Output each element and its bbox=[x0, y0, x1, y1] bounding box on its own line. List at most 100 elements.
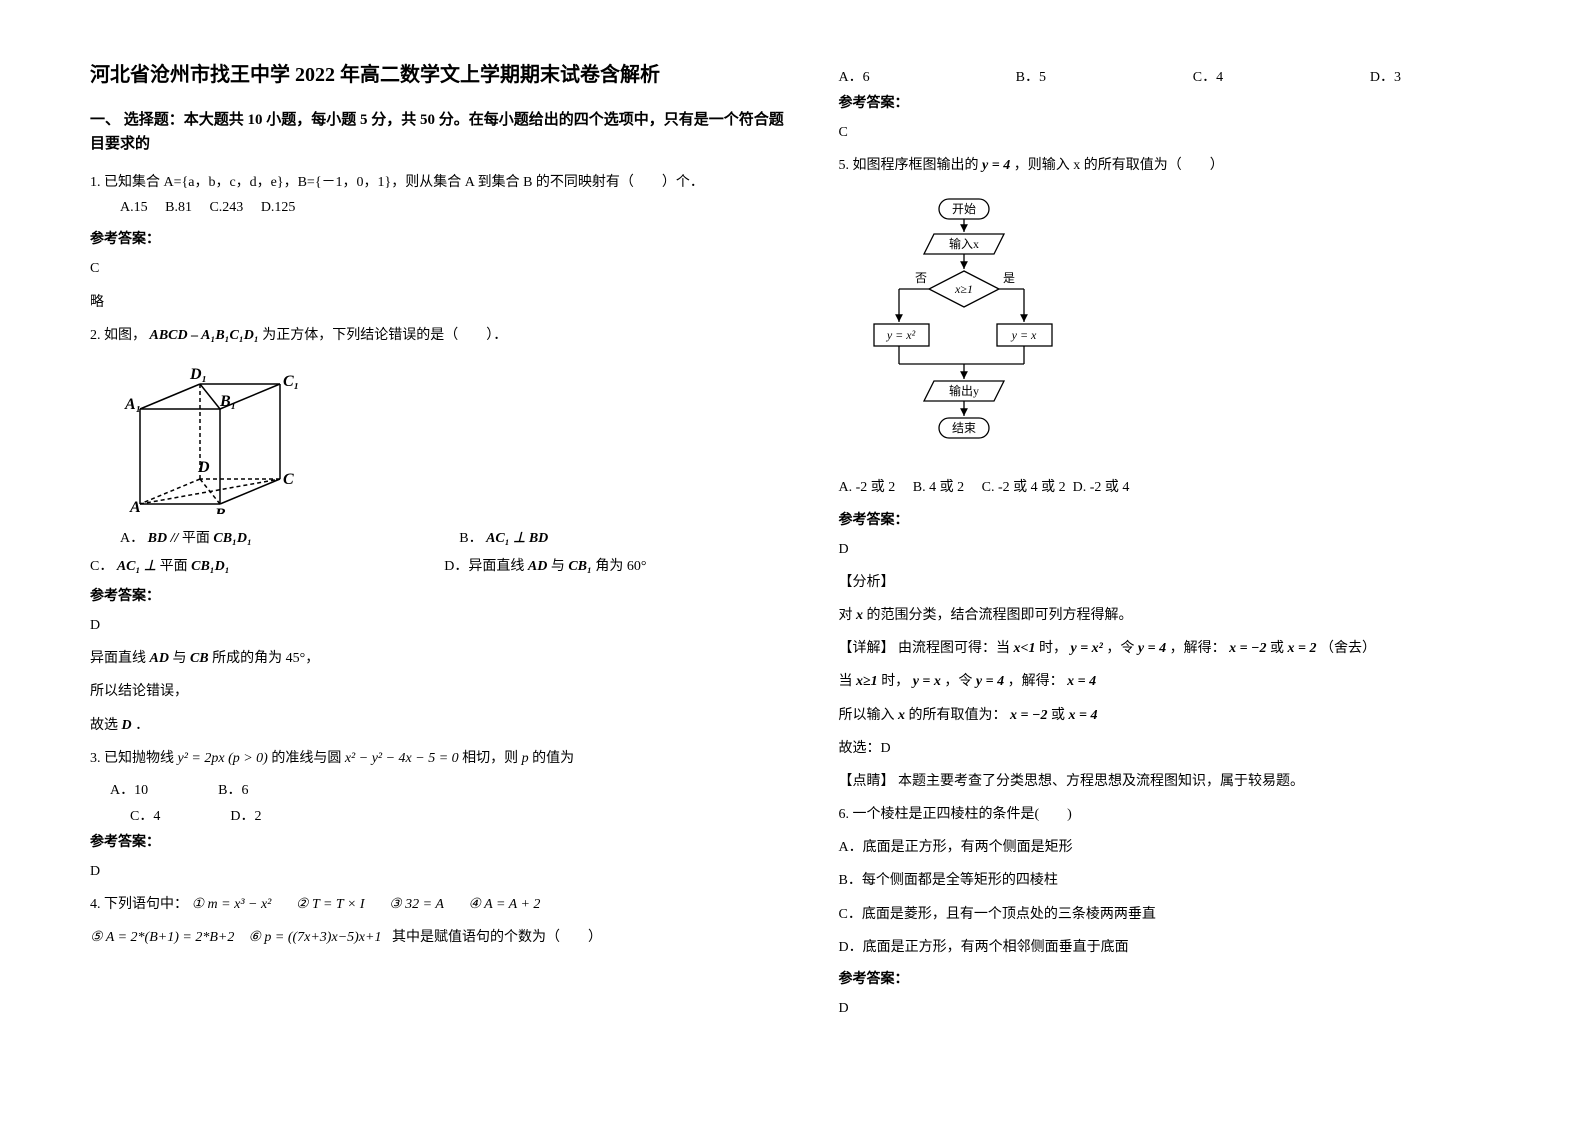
flow-input: 输入x bbox=[948, 236, 978, 251]
q2-opt-b: B． AC₁ ⊥ BD bbox=[459, 527, 798, 547]
q3-stem-post: 相切，则 bbox=[462, 751, 522, 766]
q2-opt-b-mid: AC₁ ⊥ BD bbox=[486, 531, 548, 546]
q5-detail-3: 所以输入 x 的所有取值为： x = −2 或 x = 4 bbox=[839, 703, 1548, 728]
svg-text:C₁: C₁ bbox=[283, 373, 299, 390]
q1-note: 略 bbox=[90, 290, 799, 315]
q1-opt-c: C.243 bbox=[209, 200, 243, 215]
q2-opt-d-end: 角为 60° bbox=[595, 559, 646, 574]
q6-opt-c: C．底面是菱形，且有一个顶点处的三条棱两两垂直 bbox=[839, 902, 1548, 927]
q2-explain-2: 所以结论错误， bbox=[90, 679, 799, 704]
q1-opt-d: D.125 bbox=[261, 200, 296, 215]
q3-stem-mid: 的准线与圆 bbox=[271, 751, 345, 766]
q2-opt-c-pre: C． bbox=[90, 559, 113, 574]
section-1-heading: 一、 选择题：本大题共 10 小题，每小题 5 分，共 50 分。在每小题给出的… bbox=[90, 108, 799, 156]
q3-stem-p: p bbox=[522, 751, 529, 766]
q4-answer-label: 参考答案： bbox=[839, 92, 1548, 112]
q5-a3-m3: ，解得： bbox=[1008, 674, 1064, 689]
q5-a1-x: x bbox=[856, 608, 863, 623]
q5-a3-pre: 当 bbox=[839, 674, 857, 689]
q5-a2-c2: y = x² bbox=[1070, 641, 1102, 656]
q2-opt-a: A． BD // 平面 CB₁D₁ bbox=[120, 527, 459, 547]
q5-answer: D bbox=[839, 537, 1548, 562]
q5-tip: 【点睛】 本题主要考查了分类思想、方程思想及流程图知识，属于较易题。 bbox=[839, 769, 1548, 794]
q3-stem-end: 的值为 bbox=[532, 751, 574, 766]
q4-opt-a: A．6 bbox=[839, 66, 1016, 86]
q5-a2-c1: x<1 bbox=[1014, 641, 1036, 656]
q5-opt-d: D. -2 或 4 bbox=[1073, 480, 1130, 495]
q4-options: A．6 B．5 C．4 D．3 bbox=[839, 66, 1548, 86]
q2-opt-d-pre: D．异面直线 bbox=[444, 559, 528, 574]
q4-stem: 4. 下列语句中： bbox=[90, 897, 188, 912]
question-2: 2. 如图， ABCD – A₁B₁C₁D₁ 为正方体，下列结论错误的是（ ）． bbox=[90, 323, 799, 348]
flow-no: 否 bbox=[914, 271, 926, 285]
q2-opt-c-post: 平面 bbox=[160, 559, 192, 574]
q5-a2-c5: x = 2 bbox=[1288, 641, 1317, 656]
q2-opt-d: D．异面直线 AD 与 CB₁ 角为 60° bbox=[444, 555, 798, 575]
q3-stem-f2: x² − y² − 4x − 5 = 0 bbox=[345, 751, 459, 766]
q5-a4-c2: x = 4 bbox=[1068, 708, 1097, 723]
q4-answer: C bbox=[839, 120, 1548, 145]
q2-opt-b-pre: B． bbox=[459, 531, 482, 546]
q4-f5: ⑤ A = 2*(B+1) = 2*B+2 bbox=[90, 930, 234, 945]
q3-opt-d: D．2 bbox=[230, 805, 261, 825]
q1-answer-label: 参考答案： bbox=[90, 228, 799, 248]
q4-opt-c: C．4 bbox=[1193, 66, 1370, 86]
q3-answer-label: 参考答案： bbox=[90, 831, 799, 851]
q5-a4-x: x bbox=[898, 708, 905, 723]
q5-a2-end: （舍去） bbox=[1320, 641, 1376, 656]
q2-opt-a-mid: BD // bbox=[148, 531, 179, 546]
q2-stem-post: 为正方体，下列结论错误的是（ ）． bbox=[262, 328, 507, 343]
q5-a2-c4: x = −2 bbox=[1229, 641, 1266, 656]
flow-left: y = x² bbox=[885, 328, 915, 342]
q3-options-row1: A．10 B．6 bbox=[110, 779, 799, 799]
q5-a4-pre: 所以输入 bbox=[839, 708, 899, 723]
cube-diagram: A B C D A₁ B₁ C₁ D₁ bbox=[120, 364, 300, 514]
q5-detail-2: 当 x≥1 时， y = x ，令 y = 4 ，解得： x = 4 bbox=[839, 669, 1548, 694]
q3-opt-b: B．6 bbox=[218, 779, 248, 799]
q3-options-row2: C．4 D．2 bbox=[130, 805, 799, 825]
q1-stem: 1. 已知集合 A={a，b，c，d，e}，B={－1，0，1}，则从集合 A … bbox=[90, 170, 799, 195]
q2-stem-formula: ABCD – A₁B₁C₁D₁ bbox=[150, 328, 259, 343]
flow-out: 输出y bbox=[948, 383, 978, 398]
q2-options-row1: A． BD // 平面 CB₁D₁ B． AC₁ ⊥ BD bbox=[90, 527, 799, 547]
svg-text:D₁: D₁ bbox=[189, 366, 207, 383]
svg-text:A₁: A₁ bbox=[124, 396, 141, 413]
q5-detail: 【详解】 由流程图可得：当 x<1 时， y = x² ，令 y = 4 ，解得… bbox=[839, 636, 1548, 661]
q5-analysis-1: 对 x 的范围分类，结合流程图即可列方程得解。 bbox=[839, 603, 1548, 628]
q2-opt-d-mid: AD bbox=[528, 559, 547, 574]
doc-title: 河北省沧州市找王中学 2022 年高二数学文上学期期末试卷含解析 bbox=[90, 60, 799, 90]
q5-stem-pre: 5. 如图程序框图输出的 bbox=[839, 158, 983, 173]
q3-opt-a: A．10 bbox=[110, 779, 148, 799]
flow-cond: x≥1 bbox=[954, 282, 973, 296]
left-column: 河北省沧州市找王中学 2022 年高二数学文上学期期末试卷含解析 一、 选择题：… bbox=[90, 60, 799, 1029]
q6-opt-b: B．每个侧面都是全等矩形的四棱柱 bbox=[839, 868, 1548, 893]
q2-exp3-b: D bbox=[122, 718, 132, 733]
q4-f2: ② T = T × I bbox=[296, 897, 365, 912]
q2-exp3-post: ． bbox=[135, 718, 149, 733]
question-6: 6. 一个棱柱是正四棱柱的条件是( ) bbox=[839, 802, 1548, 827]
q2-opt-c: C． AC₁ ⊥ 平面 CB₁D₁ bbox=[90, 555, 444, 575]
q6-answer-label: 参考答案： bbox=[839, 968, 1548, 988]
flow-yes: 是 bbox=[1002, 271, 1014, 285]
q3-stem-pre: 3. 已知抛物线 bbox=[90, 751, 178, 766]
q4-f6: ⑥ p = ((7x+3)x−5)x+1 bbox=[248, 930, 381, 945]
q4-opt-b: B．5 bbox=[1016, 66, 1193, 86]
q1-opt-a: A.15 bbox=[120, 200, 148, 215]
flow-start: 开始 bbox=[951, 202, 975, 216]
q5-a2-m2: ，令 bbox=[1106, 641, 1138, 656]
q2-stem-pre: 2. 如图， bbox=[90, 328, 146, 343]
svg-text:B: B bbox=[214, 506, 226, 514]
q2-answer: D bbox=[90, 613, 799, 638]
q2-explain-3: 故选 D ． bbox=[90, 713, 799, 738]
q5-a2-pre: 由流程图可得：当 bbox=[898, 641, 1014, 656]
q5-stem-post: ，则输入 x 的所有取值为（ ） bbox=[1014, 158, 1224, 173]
q5-detail-label: 【详解】 bbox=[839, 641, 895, 656]
q4-f4: ④ A = A + 2 bbox=[468, 897, 540, 912]
q1-answer: C bbox=[90, 256, 799, 281]
question-4: 4. 下列语句中： ① m = x³ − x² ② T = T × I ③ 32… bbox=[90, 892, 799, 917]
question-4-line2: ⑤ A = 2*(B+1) = 2*B+2 ⑥ p = ((7x+3)x−5)x… bbox=[90, 925, 799, 950]
q4-f3: ③ 32 = A bbox=[389, 897, 444, 912]
q5-a1-pre: 对 bbox=[839, 608, 857, 623]
q4-tail: 其中是赋值语句的个数为（ ） bbox=[392, 930, 602, 945]
question-3: 3. 已知抛物线 y² = 2px (p > 0) 的准线与圆 x² − y² … bbox=[90, 746, 799, 771]
